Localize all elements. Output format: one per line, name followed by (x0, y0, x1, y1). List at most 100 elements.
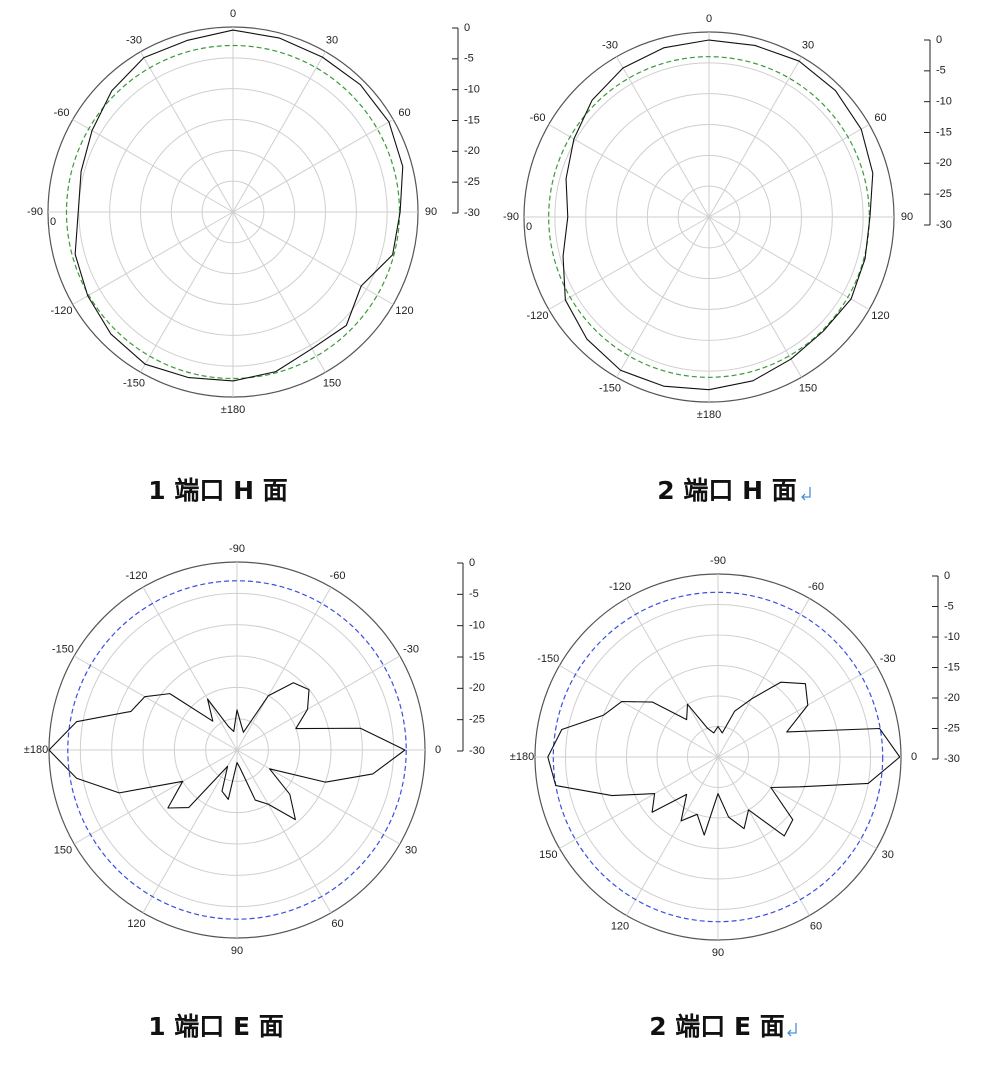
grid-spoke (717, 665, 877, 758)
scale-tick-label: -30 (469, 745, 485, 757)
grid-spoke (142, 586, 238, 751)
reference-circle (67, 580, 407, 920)
scale-tick-label: -10 (469, 620, 485, 632)
angle-tick-label: -120 (527, 310, 549, 322)
paragraph-mark (787, 1023, 797, 1037)
grid-spoke (236, 749, 401, 845)
grid-spoke (236, 749, 332, 914)
scale-tick-label: -25 (469, 714, 485, 726)
pattern-line (547, 681, 901, 837)
grid-spoke (559, 756, 719, 849)
scale-tick-label: -20 (936, 157, 952, 169)
angle-tick-label: -30 (602, 39, 618, 51)
scale-tick-label: -15 (936, 126, 952, 138)
pattern-line (562, 39, 874, 391)
grid-spoke (142, 749, 238, 914)
angle-tick-label: 90 (901, 211, 913, 223)
angle-tick-label: 150 (539, 849, 557, 861)
grid-spoke (717, 756, 877, 849)
radial-tick-label: 0 (526, 221, 532, 233)
angle-tick-label: ±180 (221, 404, 245, 416)
radial-tick-label: 0 (50, 216, 56, 228)
angle-tick-label: 60 (398, 107, 410, 119)
angle-tick-label: 60 (331, 918, 343, 930)
grid-spoke (140, 51, 234, 213)
scale-tick-label: -25 (464, 176, 480, 188)
scale-tick-label: -15 (944, 661, 960, 673)
angle-tick-label: 0 (911, 751, 917, 763)
angle-tick-label: -60 (54, 107, 70, 119)
angle-tick-label: 90 (712, 947, 724, 959)
scale-tick-label: -30 (944, 753, 960, 765)
scale-tick-label: -5 (936, 65, 946, 77)
caption: 1 端口 E 面 (148, 1012, 284, 1041)
scale-tick-label: -10 (944, 631, 960, 643)
scale-tick-label: -5 (469, 588, 479, 600)
angle-tick-label: 120 (395, 305, 413, 317)
angle-tick-label: 150 (54, 844, 72, 856)
scale-tick-label: 0 (936, 34, 942, 46)
angle-tick-label: 90 (231, 945, 243, 957)
grid-spoke (708, 216, 870, 310)
angle-tick-label: -90 (229, 543, 245, 555)
grid-spoke (626, 598, 719, 758)
scale-tick-label: -15 (464, 114, 480, 126)
scale-tick-label: -20 (469, 682, 485, 694)
angle-tick-label: 30 (882, 849, 894, 861)
angle-tick-label: -90 (503, 211, 519, 223)
angle-tick-label: ±180 (697, 409, 721, 421)
grid-spoke (232, 119, 394, 213)
angle-tick-label: -150 (537, 653, 559, 665)
angle-tick-label: -30 (126, 34, 142, 46)
angle-tick-label: 0 (435, 744, 441, 756)
angle-tick-label: 30 (326, 34, 338, 46)
reference-circle (552, 591, 884, 923)
angle-tick-label: 120 (127, 918, 145, 930)
angle-tick-label: -120 (609, 581, 631, 593)
grid-spoke (616, 56, 710, 218)
grid-spoke (708, 56, 802, 218)
reference-circle (65, 44, 401, 380)
grid-spoke (72, 119, 234, 213)
angle-tick-label: 90 (425, 206, 437, 218)
angle-tick-label: -120 (51, 305, 73, 317)
angle-tick-label: 30 (802, 39, 814, 51)
grid-spoke (73, 655, 238, 751)
angle-tick-label: 60 (874, 112, 886, 124)
angle-tick-label: 120 (871, 310, 889, 322)
angle-tick-label: -90 (710, 555, 726, 567)
grid-spoke (232, 51, 326, 213)
pattern-line (74, 29, 404, 382)
scale-tick-label: 0 (469, 557, 475, 569)
angle-tick-label: 150 (323, 377, 341, 389)
angle-tick-label: -150 (599, 382, 621, 394)
angle-tick-label: -150 (52, 643, 74, 655)
caption: 1 端口 H 面 (148, 476, 287, 505)
angle-tick-label: 0 (230, 8, 236, 20)
angle-tick-label: -120 (125, 570, 147, 582)
reference-circle (548, 56, 870, 378)
polar-chart: -90 -60 -30 0 30 60 90 120 150 ±180 -150 -120 0 -5 -10… (510, 555, 960, 1041)
angle-tick-label: 60 (810, 921, 822, 933)
angle-tick-label: -150 (123, 377, 145, 389)
grid-spoke (717, 756, 810, 916)
grid-spoke (616, 216, 710, 378)
grid-spoke (708, 124, 870, 218)
polar-chart: -90 -60 -30 0 30 60 90 120 150 ±180 -150 -120 0 -5 -10… (24, 543, 485, 1041)
scale-tick-label: 0 (464, 22, 470, 34)
scale-tick-label: -5 (464, 53, 474, 65)
scale-tick-label: -30 (464, 207, 480, 219)
scale-tick-label: -20 (464, 145, 480, 157)
scale-tick-label: -5 (944, 600, 954, 612)
angle-tick-label: 0 (706, 13, 712, 25)
grid-spoke (548, 216, 710, 310)
grid-spoke (717, 598, 810, 758)
angle-tick-label: -60 (808, 581, 824, 593)
paragraph-mark (801, 487, 811, 501)
caption: 2 端口 E 面 (649, 1012, 785, 1041)
angle-tick-label: ±180 (510, 751, 534, 763)
scale-tick-label: -10 (936, 96, 952, 108)
angle-tick-label: 120 (611, 921, 629, 933)
angle-tick-label: -60 (530, 112, 546, 124)
